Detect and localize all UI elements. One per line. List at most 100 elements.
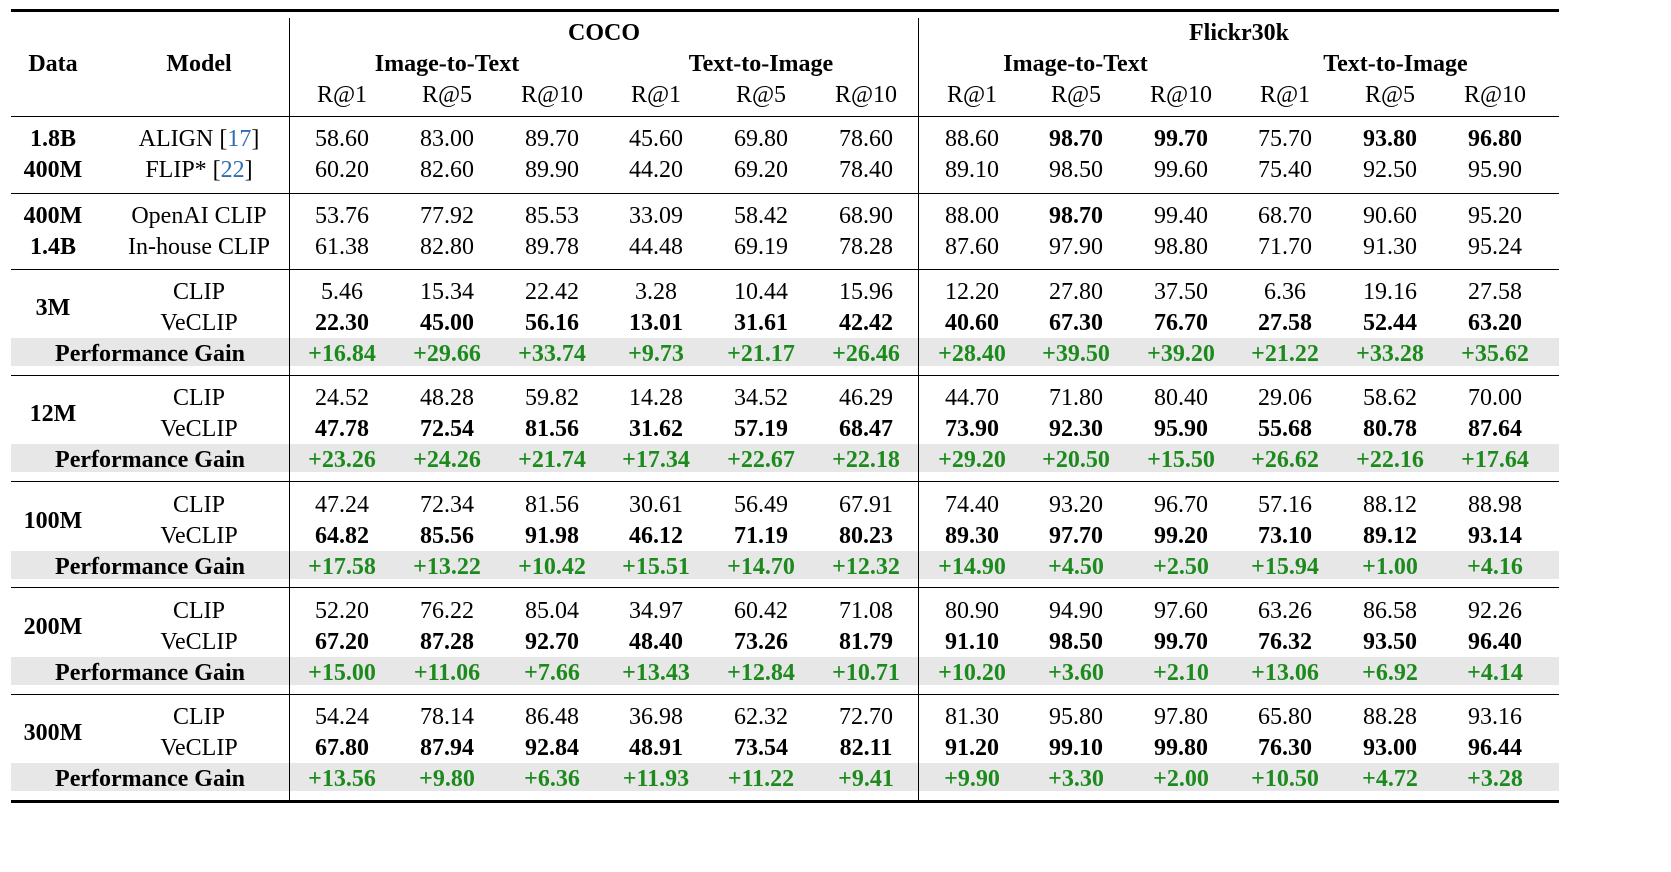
- gain-cell: +22.18: [832, 447, 900, 473]
- metric-header: R@10: [1149, 82, 1213, 108]
- citation-bracket: ]: [251, 126, 260, 152]
- header-flickr-i2t: Image-to-Text: [1003, 51, 1148, 77]
- table-cell: 73.90: [945, 416, 999, 442]
- header-coco-t2i: Text-to-Image: [688, 51, 834, 77]
- table-cell: 89.10: [945, 157, 999, 183]
- table-cell: 93.80: [1363, 126, 1417, 152]
- metric-header: R@5: [1364, 82, 1416, 108]
- table-cell: 80.90: [945, 598, 999, 624]
- citation-link[interactable]: 17: [227, 126, 252, 152]
- table-cell: 99.40: [1154, 203, 1208, 229]
- metric-header: R@5: [421, 82, 473, 108]
- table-cell: 77.92: [420, 203, 474, 229]
- table-cell: 95.80: [1049, 704, 1103, 730]
- table-cell: 99.20: [1154, 523, 1208, 549]
- table-cell: 85.04: [525, 598, 579, 624]
- table-cell: 89.12: [1363, 523, 1417, 549]
- table-cell: 87.94: [420, 735, 474, 761]
- table-cell: 85.53: [525, 203, 579, 229]
- gain-cell: +7.66: [524, 660, 580, 686]
- citation-bracket: ]: [244, 157, 253, 183]
- section-rule: [11, 694, 1559, 696]
- table-cell: 10.44: [734, 279, 788, 305]
- gain-cell: +14.90: [938, 554, 1006, 580]
- gain-cell: +12.32: [832, 554, 900, 580]
- gain-cell: +11.93: [622, 766, 690, 792]
- table-cell: 76.70: [1154, 310, 1208, 336]
- gain-cell: +22.67: [727, 447, 795, 473]
- header-coco-i2t: Image-to-Text: [374, 51, 520, 77]
- model-label-veclip: VeCLIP: [160, 629, 238, 655]
- table-cell: 89.70: [525, 126, 579, 152]
- gain-cell: +21.22: [1251, 341, 1319, 367]
- gain-cell: +15.51: [622, 554, 690, 580]
- metric-header: R@1: [630, 82, 682, 108]
- table-cell: 78.60: [839, 126, 893, 152]
- model-label-clip: CLIP: [172, 492, 225, 518]
- gain-cell: +13.43: [622, 660, 690, 686]
- gain-cell: +17.34: [622, 447, 690, 473]
- table-cell: 31.62: [629, 416, 683, 442]
- citation-link[interactable]: 22: [220, 157, 245, 183]
- table-cell: 65.80: [1258, 704, 1312, 730]
- table-cell: 95.90: [1468, 157, 1522, 183]
- table-cell: 24.52: [315, 385, 369, 411]
- table-cell: 80.78: [1363, 416, 1417, 442]
- table-cell: 89.30: [945, 523, 999, 549]
- gain-cell: +4.72: [1362, 766, 1418, 792]
- table-cell: 89.90: [525, 157, 579, 183]
- gain-cell: +39.20: [1147, 341, 1215, 367]
- table-cell: 44.20: [629, 157, 683, 183]
- table-cell: 56.49: [734, 492, 788, 518]
- performance-gain-label: Performance Gain: [55, 554, 245, 580]
- table-cell: 6.36: [1264, 279, 1306, 305]
- table-cell: 53.76: [315, 203, 369, 229]
- table-cell: 57.19: [734, 416, 788, 442]
- table-cell: 92.70: [525, 629, 579, 655]
- gain-cell: +15.50: [1147, 447, 1215, 473]
- table-cell: 70.00: [1468, 385, 1522, 411]
- table-cell: 71.08: [839, 598, 893, 624]
- citation-bracket: [: [213, 126, 228, 152]
- table-cell: 74.40: [945, 492, 999, 518]
- table-cell: 95.20: [1468, 203, 1522, 229]
- table-cell: 73.10: [1258, 523, 1312, 549]
- gain-cell: +33.74: [518, 341, 586, 367]
- gain-cell: +15.00: [308, 660, 376, 686]
- table-cell: 22.42: [525, 279, 579, 305]
- table-cell: 97.80: [1154, 704, 1208, 730]
- gain-cell: +4.14: [1467, 660, 1523, 686]
- table-cell: 93.14: [1468, 523, 1522, 549]
- gain-cell: +4.50: [1048, 554, 1104, 580]
- gain-cell: +13.22: [413, 554, 481, 580]
- model-label-clip: CLIP: [172, 704, 225, 730]
- gain-cell: +9.90: [944, 766, 1000, 792]
- gain-cell: +6.36: [524, 766, 580, 792]
- table-cell: 73.26: [734, 629, 788, 655]
- table-cell: 96.70: [1154, 492, 1208, 518]
- metric-header: R@5: [735, 82, 787, 108]
- table-cell: 22.30: [315, 310, 369, 336]
- table-cell: 44.70: [945, 385, 999, 411]
- table-cell: 99.10: [1049, 735, 1103, 761]
- table-cell: 46.29: [839, 385, 893, 411]
- gain-cell: +21.17: [727, 341, 795, 367]
- table-cell: 81.30: [945, 704, 999, 730]
- table-cell: 96.80: [1468, 126, 1522, 152]
- table-cell: 14.28: [629, 385, 683, 411]
- table-cell: 27.58: [1468, 279, 1522, 305]
- table-cell: 34.97: [629, 598, 683, 624]
- gain-cell: +26.62: [1251, 447, 1319, 473]
- section-rule: [11, 375, 1559, 377]
- table-cell: 5.46: [321, 279, 363, 305]
- table-cell: 78.40: [839, 157, 893, 183]
- data-size-label: 300M: [23, 720, 83, 746]
- table-cell: 69.80: [734, 126, 788, 152]
- gain-cell: +10.42: [518, 554, 586, 580]
- model-label-veclip: VeCLIP: [160, 416, 238, 442]
- table-cell: 89.78: [525, 234, 579, 260]
- results-table: Data Model COCO Flickr30k Image-to-Text …: [11, 6, 1559, 808]
- table-cell: 94.90: [1049, 598, 1103, 624]
- table-cell: 82.11: [839, 735, 893, 761]
- gain-cell: +12.84: [727, 660, 795, 686]
